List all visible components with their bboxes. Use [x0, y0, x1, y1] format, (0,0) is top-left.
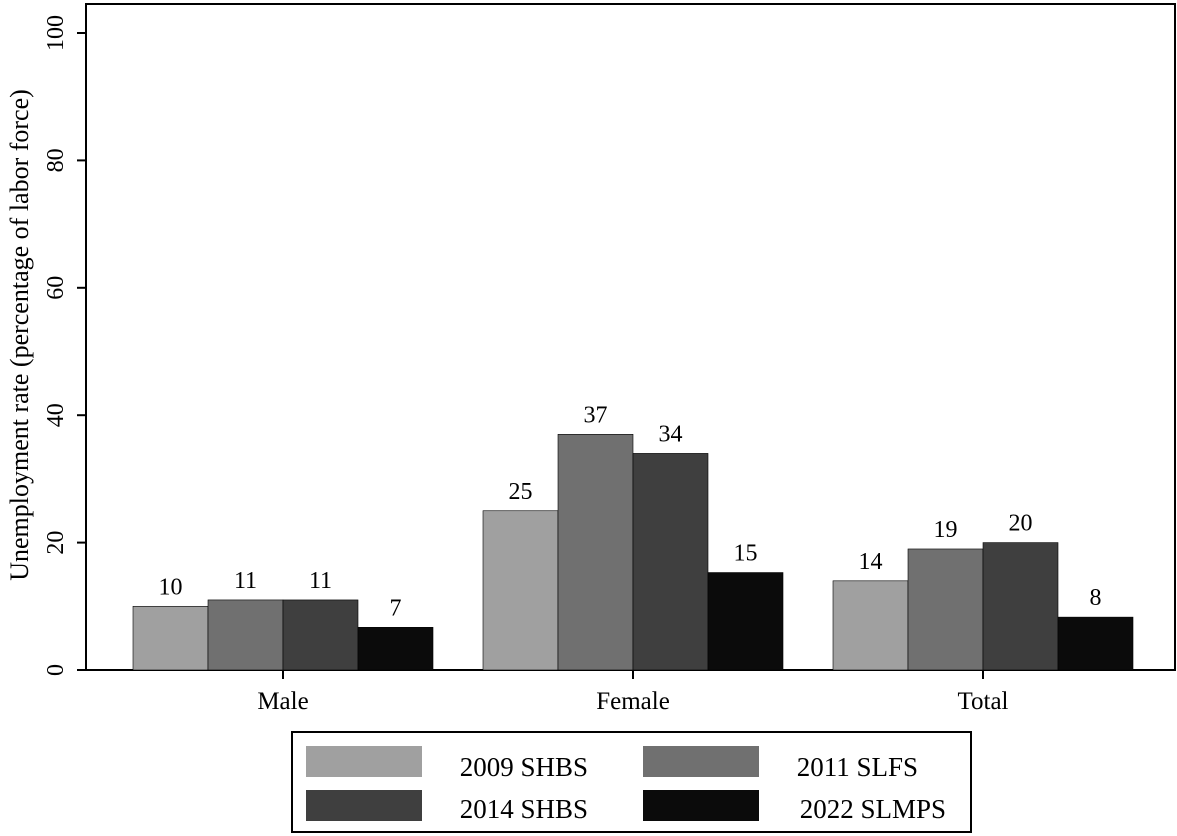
- bar-value-label: 11: [234, 568, 257, 594]
- bar-value-label: 25: [509, 479, 533, 505]
- bar-female-2014-shbs: [632, 453, 709, 671]
- legend-label: 2014 SHBS: [460, 794, 588, 824]
- x-category-label: Female: [596, 688, 670, 715]
- bar-value-label: 15: [734, 541, 758, 567]
- y-tick-label: 40: [43, 403, 69, 427]
- bar-total-2009-shbs: [832, 580, 909, 671]
- y-tick-label: 0: [43, 664, 69, 676]
- bar-male-2011-slfs: [207, 599, 284, 671]
- legend: 2009 SHBS 2011 SLFS 2014 SHBS 2022 SLMPS: [291, 731, 972, 833]
- bar-value-label: 7: [390, 595, 402, 621]
- y-tick-label: 20: [43, 531, 69, 555]
- bar-value-label: 19: [934, 517, 958, 543]
- bar-value-label: 20: [1009, 511, 1033, 537]
- legend-swatch-2011-slfs: [643, 746, 759, 777]
- bar-female-2009-shbs: [482, 510, 559, 671]
- legend-swatch-2014-shbs: [306, 790, 422, 821]
- bar-value-label: 10: [159, 574, 183, 600]
- bar-male-2009-shbs: [132, 605, 209, 671]
- bar-male-2022-slmps: [357, 627, 434, 671]
- bar-value-label: 14: [859, 549, 883, 575]
- x-axis: Male Female Total: [257, 670, 1009, 715]
- legend-label: 2022 SLMPS: [800, 794, 946, 824]
- legend-swatch-2009-shbs: [306, 746, 422, 777]
- legend-swatch-2022-slmps: [643, 790, 759, 821]
- bar-female-2022-slmps: [707, 572, 784, 671]
- x-category-label: Male: [257, 688, 308, 715]
- y-tick-label: 100: [43, 15, 69, 51]
- bars: [132, 434, 1134, 671]
- legend-label: 2009 SHBS: [460, 752, 588, 782]
- bar-value-label: 37: [584, 402, 608, 428]
- bar-total-2014-shbs: [982, 542, 1059, 671]
- value-labels: 10 11 11 7 25 37 34 15 14 19 20 8: [159, 402, 1102, 621]
- bar-female-2011-slfs: [557, 434, 634, 671]
- y-axis: 0 20 40 60 80 100: [43, 15, 86, 676]
- y-axis-title: Unemployment rate (percentage of labor f…: [5, 89, 34, 581]
- x-category-label: Total: [957, 688, 1008, 715]
- y-tick-label: 60: [43, 276, 69, 300]
- bar-male-2014-shbs: [282, 599, 359, 671]
- bar-total-2011-slfs: [907, 548, 984, 671]
- bar-value-label: 11: [309, 568, 332, 594]
- y-tick-label: 80: [43, 148, 69, 172]
- bar-total-2022-slmps: [1057, 616, 1134, 671]
- legend-label: 2011 SLFS: [797, 752, 918, 782]
- bar-value-label: 8: [1090, 585, 1102, 611]
- bar-value-label: 34: [659, 421, 683, 447]
